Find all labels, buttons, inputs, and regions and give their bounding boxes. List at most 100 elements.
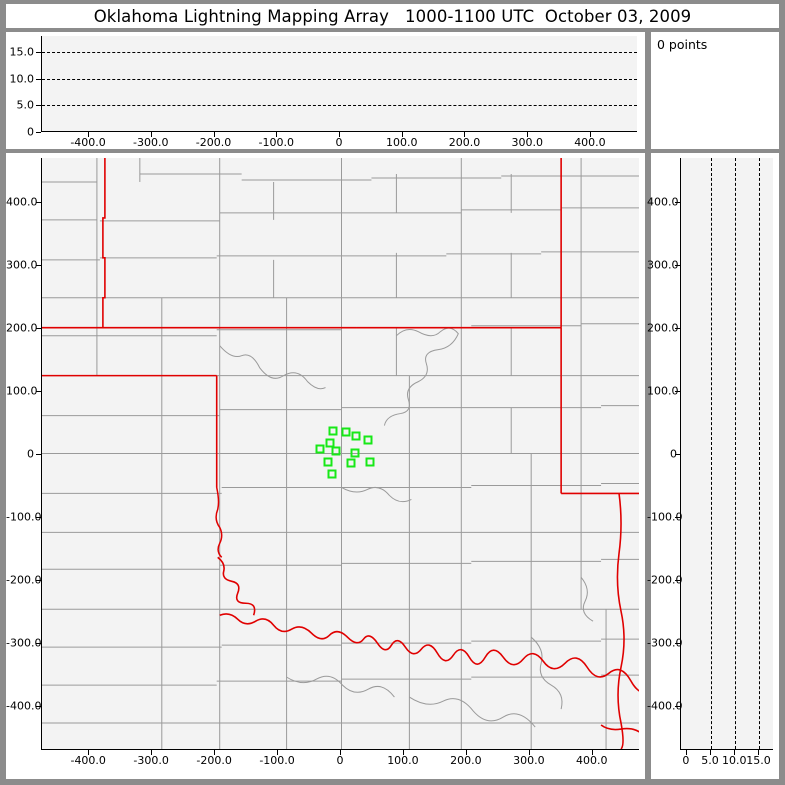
map-y-tick xyxy=(36,705,41,707)
altitude-gridline xyxy=(42,78,637,80)
altitude-vs-east-plot-area[interactable] xyxy=(41,36,637,132)
map-x-tick-label: 100.0 xyxy=(387,754,419,767)
altitude-y-tick-label: 0 xyxy=(27,125,34,139)
side-x-tick xyxy=(685,750,687,755)
side-y-tick xyxy=(675,391,680,393)
altitude-x-tick-label: -400.0 xyxy=(70,136,106,149)
altitude-x-tick xyxy=(339,132,340,137)
map-y-tick xyxy=(36,328,41,330)
altitude-x-tick xyxy=(589,132,591,137)
map-x-tick-label: 200.0 xyxy=(450,754,482,767)
map-x-tick-label: -100.0 xyxy=(259,754,295,767)
point-count-label: 0 points xyxy=(657,37,708,52)
lma-station-marker[interactable] xyxy=(328,426,338,436)
altitude-x-tick xyxy=(527,132,529,137)
map-y-tick-label: 300.0 xyxy=(6,258,38,272)
map-y-tick-label: -200.0 xyxy=(6,573,42,587)
altitude-x-tick xyxy=(213,132,215,137)
map-y-tick xyxy=(36,642,41,644)
map-x-tick xyxy=(402,750,404,755)
altitude-gridline xyxy=(735,158,737,749)
side-y-tick xyxy=(675,265,680,267)
altitude-x-tick-label: 0 xyxy=(335,136,343,149)
point-count-panel: 0 points xyxy=(651,32,779,149)
county-borders xyxy=(42,158,639,749)
altitude-vs-north-plot-area[interactable] xyxy=(680,158,773,750)
map-x-tick-label: 300.0 xyxy=(513,754,545,767)
altitude-y-tick-label: 15.0 xyxy=(9,45,35,59)
altitude-vs-north-panel: -400.0 -300.0 -200.0 -100.0 0 100.0 200.0 300.0… xyxy=(647,153,779,779)
lma-station-marker[interactable] xyxy=(331,446,341,456)
map-y-tick-label: -100.0 xyxy=(6,510,42,524)
altitude-x-tick xyxy=(276,132,278,137)
map-x-tick-label: -200.0 xyxy=(196,754,232,767)
map-x-tick-label: -400.0 xyxy=(70,754,106,767)
lma-station-marker[interactable] xyxy=(323,457,333,467)
map-x-tick xyxy=(340,750,341,755)
side-x-tick-label: 10.0 xyxy=(722,754,747,767)
side-x-tick-label: 15.0 xyxy=(746,754,771,767)
lma-station-marker[interactable] xyxy=(341,427,351,437)
altitude-x-tick-label: 200.0 xyxy=(448,136,481,149)
lma-station-marker[interactable] xyxy=(315,444,325,454)
side-y-tick-label: 100.0 xyxy=(647,384,679,398)
altitude-x-tick-label: -300.0 xyxy=(133,136,169,149)
map-y-tick-label: 400.0 xyxy=(6,195,38,209)
side-y-tick xyxy=(675,579,680,581)
map-x-tick xyxy=(528,750,530,755)
side-y-tick-label: 0 xyxy=(670,447,677,461)
map-y-tick-label: 0 xyxy=(27,447,34,461)
altitude-x-tick-label: -200.0 xyxy=(195,136,232,149)
side-y-tick xyxy=(675,328,680,330)
plan-view-map-plot-area[interactable] xyxy=(41,158,639,750)
map-y-tick-label: 200.0 xyxy=(6,321,38,335)
map-x-tick xyxy=(88,750,90,755)
lma-station-marker[interactable] xyxy=(327,469,337,479)
altitude-vs-east-panel: 0 5.0 10.0 15.0 -400.0 -300.0 -200.0 -100.0 0 100… xyxy=(6,32,645,149)
altitude-x-tick xyxy=(464,132,466,137)
lma-station-marker[interactable] xyxy=(351,431,361,441)
side-y-tick xyxy=(675,516,680,518)
side-y-tick xyxy=(675,705,680,707)
lma-station-marker[interactable] xyxy=(365,457,375,467)
state-borders xyxy=(42,158,639,749)
side-x-tick-label: 5.0 xyxy=(701,754,719,767)
title-bar: Oklahoma Lightning Mapping Array 1000-11… xyxy=(6,4,779,28)
map-y-tick xyxy=(36,579,41,581)
altitude-y-tick xyxy=(36,78,41,80)
side-y-tick-label: 300.0 xyxy=(647,258,679,272)
altitude-gridline xyxy=(711,158,713,749)
map-x-tick-label: 400.0 xyxy=(576,754,608,767)
altitude-x-tick-label: 400.0 xyxy=(574,136,606,149)
map-y-tick-label: -400.0 xyxy=(6,699,42,713)
map-y-tick-label: -300.0 xyxy=(6,636,42,650)
page-title: Oklahoma Lightning Mapping Array 1000-11… xyxy=(93,6,692,26)
side-y-tick xyxy=(675,454,680,455)
side-y-tick-label: -200.0 xyxy=(647,573,683,587)
side-x-tick xyxy=(710,750,712,755)
altitude-x-tick-label: 100.0 xyxy=(385,136,418,149)
altitude-x-tick-label: -100.0 xyxy=(258,136,294,149)
side-y-tick-label: -300.0 xyxy=(647,636,683,650)
lma-station-marker[interactable] xyxy=(363,435,373,445)
map-x-tick-label: 0 xyxy=(336,754,344,767)
lma-station-marker[interactable] xyxy=(346,458,356,468)
map-x-tick xyxy=(277,750,279,755)
altitude-x-tick xyxy=(88,132,90,137)
altitude-y-tick xyxy=(36,105,41,107)
map-y-tick xyxy=(36,454,41,455)
map-y-tick xyxy=(36,516,41,518)
altitude-gridline xyxy=(759,158,761,749)
map-y-tick xyxy=(36,391,41,393)
altitude-x-tick-label: 300.0 xyxy=(511,136,543,149)
lma-station-marker[interactable] xyxy=(350,448,360,458)
lma-station-marker[interactable] xyxy=(325,438,335,448)
map-x-tick xyxy=(214,750,216,755)
altitude-y-tick xyxy=(36,52,41,53)
map-geography-svg xyxy=(42,158,639,749)
map-y-tick-label: 100.0 xyxy=(6,384,38,398)
altitude-y-tick-label: 5.0 xyxy=(16,98,35,112)
altitude-x-tick xyxy=(150,132,152,137)
side-y-tick-label: 200.0 xyxy=(647,321,679,335)
